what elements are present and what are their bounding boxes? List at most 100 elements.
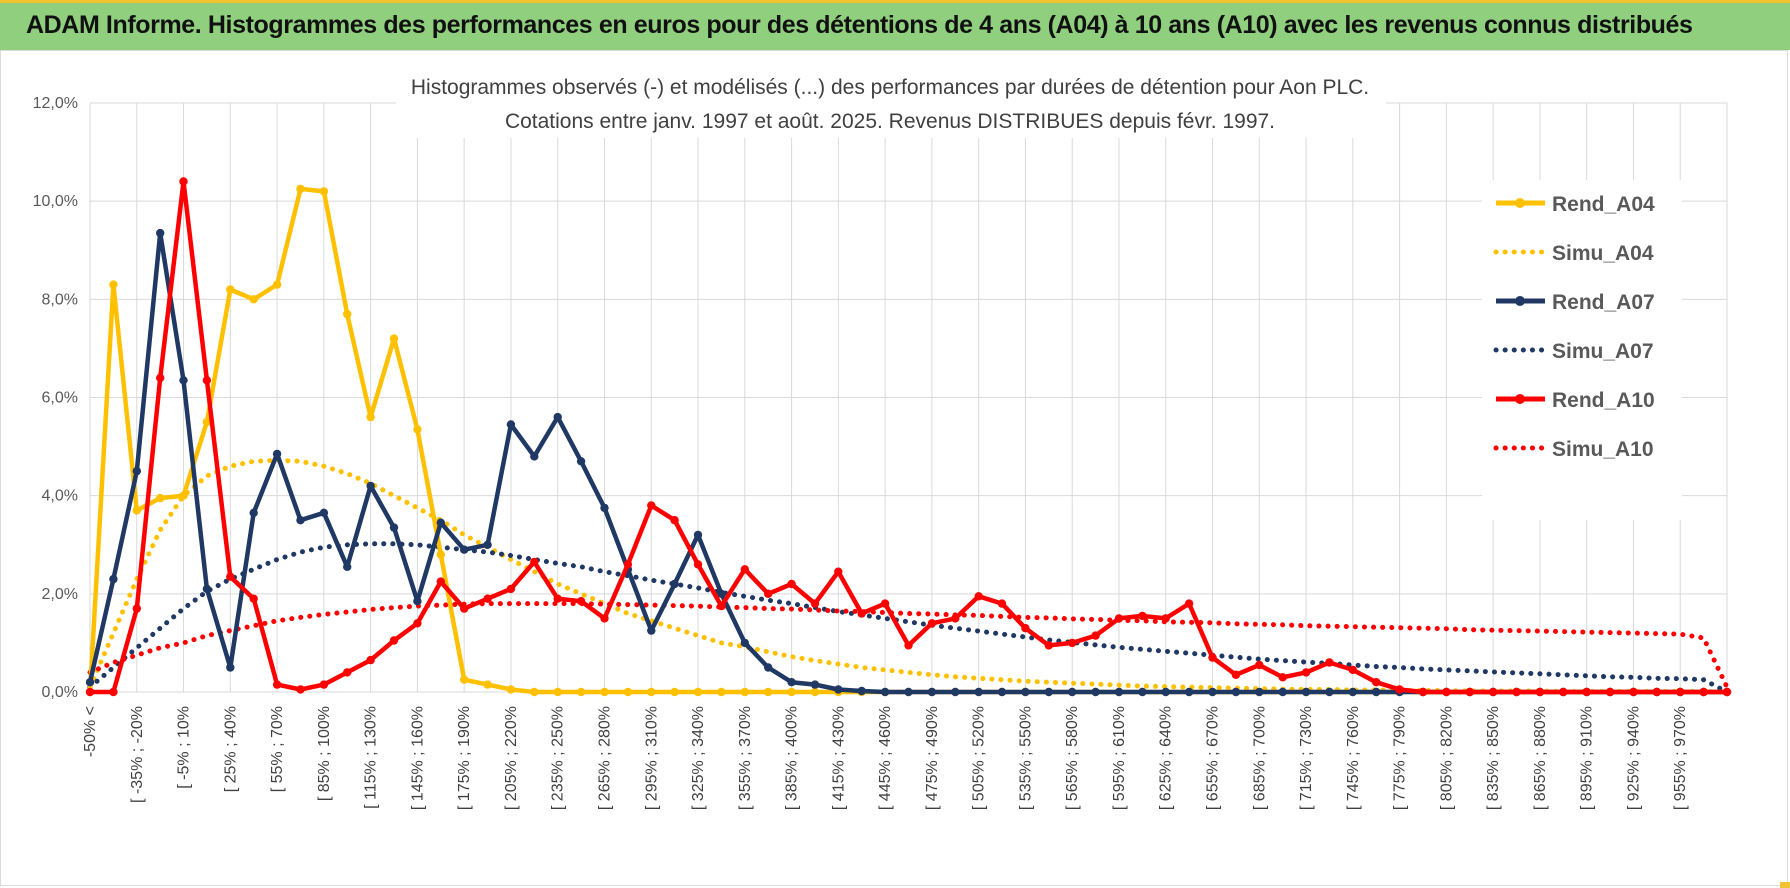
- series-rend-a07-point: [1348, 687, 1358, 697]
- series-rend-a04-point: [764, 687, 773, 697]
- series-rend-a10-point: [1301, 668, 1311, 677]
- series-rend-a04-point: [553, 687, 562, 697]
- series-rend-a10-point: [623, 560, 633, 569]
- series-rend-a04-point: [506, 685, 516, 694]
- series-rend-a10-point: [1442, 687, 1451, 697]
- series-rend-a10-point: [1184, 599, 1194, 608]
- series-rend-a10-point: [880, 599, 890, 608]
- series-rend-a07-point: [1138, 687, 1147, 697]
- series-rend-a07-point: [343, 562, 352, 571]
- series-rend-a07-point: [1161, 687, 1170, 697]
- series-rend-a10-point: [202, 376, 212, 385]
- series-simu-a07-line: [87, 541, 1730, 695]
- series-rend-a07-point: [951, 687, 960, 697]
- series-rend-a10-point: [1114, 614, 1124, 623]
- series-rend-a07-point: [1301, 687, 1311, 697]
- series-rend-a07-point: [1044, 687, 1054, 697]
- series-rend-a07-point: [810, 680, 820, 689]
- series-rend-a10-point: [717, 601, 726, 611]
- x-tick-label: [ 205% ; 220%: [503, 706, 520, 810]
- series-rend-a04-point: [600, 687, 609, 697]
- series-rend-a04-point: [413, 425, 422, 434]
- x-tick-label: [ 295% ; 310%: [643, 706, 660, 810]
- x-tick-label: [ 115% ; 130%: [363, 706, 380, 809]
- legend-rend-a07-marker: [1515, 296, 1525, 306]
- series-rend-a04-point: [693, 687, 703, 697]
- x-tick-label: [ 475% ; 490%: [924, 706, 941, 810]
- series-rend-a10-point: [927, 619, 937, 628]
- series-rend-a10-point: [1605, 687, 1615, 697]
- series-rend-a07-point: [670, 579, 679, 589]
- x-tick-label: [ -5% ; 10%: [176, 706, 193, 789]
- series-rend-a10-point: [576, 597, 586, 606]
- series-rend-a07-point: [319, 508, 329, 517]
- series-rend-a10-point: [1325, 658, 1334, 667]
- series-rend-a10-point: [1418, 687, 1428, 697]
- x-tick-label: [ 325% ; 340%: [690, 706, 707, 810]
- title-background: [396, 68, 1386, 138]
- series-rend-a04-point: [810, 687, 820, 697]
- series-rend-a10-point: [1676, 687, 1685, 697]
- x-tick-label: [ 265% ; 280%: [596, 706, 613, 810]
- series-rend-a07-point: [389, 523, 399, 532]
- series-rend-a04-point: [483, 680, 492, 689]
- x-tick-label: [ 865% ; 880%: [1532, 706, 1549, 810]
- series-rend-a10-point: [1278, 673, 1287, 682]
- x-tick-label: [ 745% ; 760%: [1345, 706, 1362, 810]
- series-rend-a10-point: [1044, 641, 1054, 650]
- series-rend-a10-point: [787, 579, 796, 589]
- series-rend-a07-point: [880, 687, 890, 697]
- series-rend-a10-point: [413, 619, 422, 628]
- series-rend-a10-point: [366, 655, 375, 665]
- grid-lines: [89, 102, 1728, 693]
- series-rend-a10-point: [1699, 687, 1708, 697]
- series-rend-a10-point: [1161, 614, 1170, 623]
- series-rend-a07-point: [974, 687, 983, 697]
- series-rend-a10-point: [810, 599, 820, 608]
- chart-frame: [0, 50, 1788, 886]
- series-rend-a04-point: [179, 491, 188, 500]
- series-rend-a07-point: [156, 228, 165, 238]
- series-rend-a10-point: [1395, 685, 1404, 694]
- y-tick-label: 2,0%: [42, 586, 78, 603]
- series-rend-a04-point: [436, 550, 445, 559]
- series-rend-a07-point: [857, 686, 866, 696]
- series-rend-a07-point: [1325, 687, 1334, 697]
- x-tick-label: [ 535% ; 550%: [1017, 706, 1034, 810]
- y-tick-label: 8,0%: [42, 291, 78, 308]
- series-rend-a10-point: [1582, 687, 1591, 697]
- series-rend-a07-point: [1114, 687, 1124, 697]
- series-rend-a07-point: [85, 678, 95, 687]
- series-rend-a07-point: [1091, 687, 1100, 697]
- y-tick-label: 6,0%: [42, 390, 78, 407]
- x-tick-label: [ 805% ; 820%: [1438, 706, 1455, 810]
- series-rend-a07-point: [413, 597, 422, 606]
- series-rend-a10-point: [530, 557, 539, 567]
- series-rend-a10-point: [1255, 660, 1264, 670]
- series-rend-a10-point: [343, 668, 352, 677]
- series-rend-a07-point: [483, 540, 492, 549]
- y-tick-label: 4,0%: [42, 488, 78, 505]
- series-rend-a04-point: [272, 280, 282, 289]
- series-rend-a10-point: [764, 589, 773, 598]
- series-rend-a10-point: [272, 680, 282, 689]
- series-rend-a04-point: [296, 184, 305, 194]
- x-tick-label: [ 955% ; 970%: [1672, 706, 1689, 810]
- x-tick-label: [ 505% ; 520%: [971, 706, 988, 810]
- legend-rend-a07-label: Rend_A07: [1552, 291, 1655, 314]
- series-rend-a07-point: [460, 545, 469, 554]
- series-rend-a10-point: [1488, 687, 1498, 697]
- series-rend-a10-point: [319, 680, 329, 689]
- series-rend-a04-point: [576, 687, 586, 697]
- series-rend-a07-point: [366, 481, 375, 491]
- x-tick-label: [ 445% ; 460%: [877, 706, 894, 810]
- x-tick-label: [ 925% ; 940%: [1625, 706, 1642, 810]
- series-rend-a07-point: [272, 449, 282, 459]
- series-rend-a04-point: [249, 295, 258, 304]
- series-rend-a10-point: [1348, 665, 1358, 675]
- series-rend-a04-point: [787, 687, 796, 697]
- series-rend-a10-point: [1512, 687, 1521, 697]
- x-tick-label: [ 385% ; 400%: [784, 706, 801, 810]
- x-tick-label: [ 55% ; 70%: [269, 706, 286, 792]
- series-rend-a10-point: [974, 592, 983, 601]
